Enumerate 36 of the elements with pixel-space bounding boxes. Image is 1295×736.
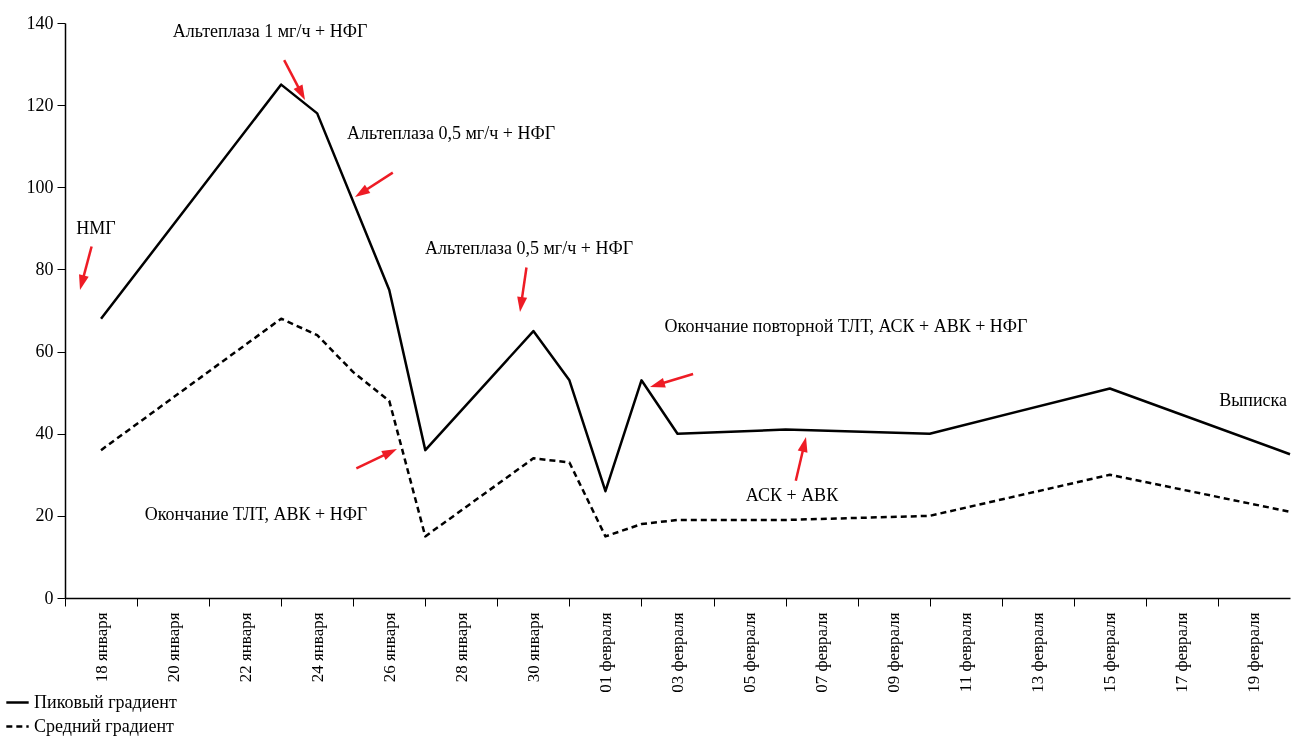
x-tick-label: 13 февраля [1028,612,1048,693]
line-series [99,317,1292,538]
x-tick-label: 18 января [91,612,111,683]
annotation: АСК + АВК [745,485,840,506]
y-tick-label: 0 [44,587,54,608]
annotation: Окончание повторной ТЛТ, АСК + АВК + НФГ [664,316,1028,337]
annotation: Альтеплаза 0,5 мг/ч + НФГ [346,123,556,144]
x-tick-label: 11 февраля [956,612,976,693]
x-tick-label: 20 января [163,612,183,683]
x-tick-label: 24 января [307,612,327,683]
y-tick-label: 140 [26,12,54,33]
x-tick-label: 07 февраля [812,612,832,693]
y-tick-label: 60 [35,341,54,362]
x-tick-label: 26 января [379,612,399,683]
x-tick-label: 03 февраля [668,612,687,693]
x-tick-label: 22 января [235,612,255,683]
y-tick-label: 120 [26,94,54,115]
x-tick-label: 17 февраля [1172,612,1192,693]
x-tick-label: 09 февраля [884,612,904,693]
legend-label: Средний градиент [34,715,175,736]
legend-label: Пиковый градиент [34,691,177,712]
x-tick-label: 05 февраля [740,612,760,693]
x-tick-label: 15 февраля [1100,612,1120,693]
y-tick-label: 40 [35,423,54,444]
annotation: Выписка [1219,390,1287,411]
annotation: Окончание ТЛТ, АВК + НФГ [144,504,368,525]
x-tick-label: 28 января [451,612,471,683]
annotation: Альтеплаза 0,5 мг/ч + НФГ [424,238,634,259]
annotation: Альтеплаза 1 мг/ч + НФГ [172,21,368,42]
y-tick-label: 80 [35,258,54,279]
x-tick-label: 30 января [523,612,543,683]
x-tick-label: 01 февраля [595,612,615,693]
annotation: НМГ [76,218,116,239]
y-tick-label: 20 [35,505,54,526]
x-tick-label: 19 февраля [1244,612,1264,693]
y-tick-label: 100 [26,176,54,197]
